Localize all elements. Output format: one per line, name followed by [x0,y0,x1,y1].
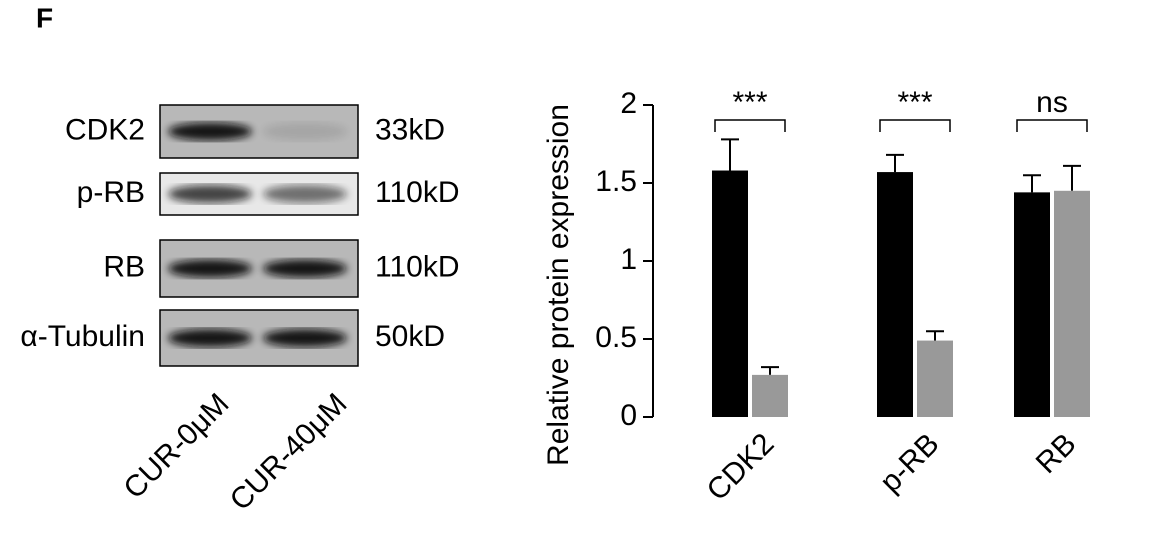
blot-band [263,329,347,347]
lane-label: CUR-0μM [117,387,235,505]
error-bar [886,153,904,173]
significance-label: *** [732,86,767,119]
blot-row-label: RB [103,250,145,283]
blot-row-label: α-Tubulin [20,320,145,353]
error-bar [926,330,944,341]
significance-label: ns [1036,86,1068,119]
bar [712,170,748,417]
error-bar [1063,164,1081,191]
y-tick-label: 1.5 [595,165,637,198]
bar [877,172,913,417]
blot-band [263,259,347,278]
blot-band [168,329,252,347]
error-bar [761,366,779,375]
blot-size-label: 110kD [375,250,460,283]
bar [1014,192,1050,417]
blot-band [168,122,252,141]
error-bar [1023,174,1041,193]
x-tick-label: p-RB [874,427,946,499]
y-tick-label: 1 [620,243,637,276]
significance-label: *** [897,86,932,119]
blot-band [263,185,347,203]
blot-band [263,122,347,141]
significance-bracket [1016,119,1088,132]
blot-size-label: 33kD [375,113,445,146]
blot-band [168,185,252,203]
panel-label: F [36,2,53,33]
blot-size-label: 110kD [375,176,460,209]
bar [1054,190,1090,417]
blot-size-label: 50kD [375,320,445,353]
error-bar [721,138,739,171]
x-tick-label: RB [1030,427,1083,480]
y-tick-label: 0 [620,399,637,432]
y-axis-label: Relative protein expression [542,104,575,466]
blot-row-label: p-RB [77,176,145,209]
bar [917,340,953,417]
y-tick-label: 2 [620,87,637,120]
y-tick-label: 0.5 [595,321,637,354]
lane-label: CUR-40μM [224,387,354,517]
significance-bracket [714,119,786,132]
x-tick-label: CDK2 [701,427,781,507]
significance-bracket [879,119,951,132]
bar [752,374,788,417]
blot-band [168,259,252,278]
blot-row-label: CDK2 [65,113,145,146]
